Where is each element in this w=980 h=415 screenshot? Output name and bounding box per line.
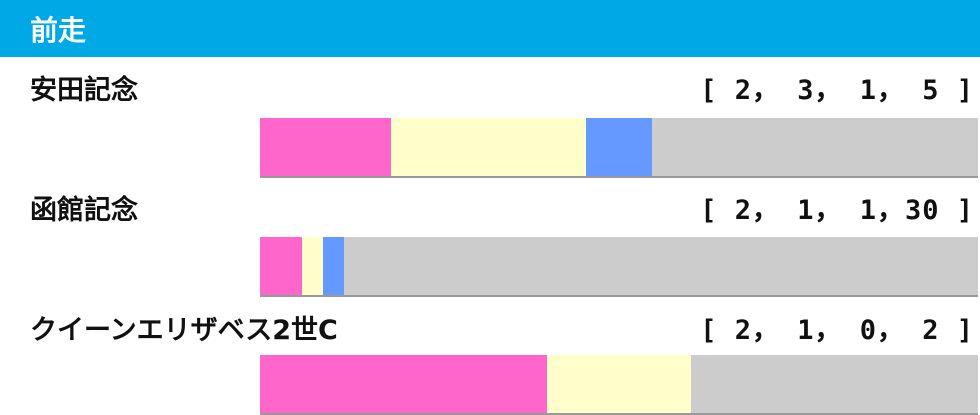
race-name: 函館記念 xyxy=(30,195,138,226)
first-place-segment xyxy=(260,237,303,295)
third-place-segment xyxy=(586,118,652,176)
first-place-segment xyxy=(260,355,548,413)
race-record: [ 2， 3， 1， 5 ] xyxy=(700,75,974,106)
stacked-bar xyxy=(260,355,978,415)
other-segment xyxy=(344,237,978,295)
first-place-segment xyxy=(260,118,391,176)
race-record: [ 2， 1， 0， 2 ] xyxy=(700,315,974,346)
second-place-segment xyxy=(302,237,324,295)
other-segment xyxy=(651,118,978,176)
other-segment xyxy=(690,355,978,413)
race-name: 安田記念 xyxy=(30,75,138,106)
third-place-segment xyxy=(323,237,345,295)
second-place-segment xyxy=(547,355,691,413)
race-record: [ 2， 1， 1，30 ] xyxy=(700,195,974,226)
section-title: 前走 xyxy=(30,14,87,47)
race-name: クイーンエリザベス2世C xyxy=(30,315,338,346)
section-header: 前走 xyxy=(0,0,980,57)
stacked-bar xyxy=(260,237,978,297)
stacked-bar xyxy=(260,118,978,178)
second-place-segment xyxy=(390,118,587,176)
